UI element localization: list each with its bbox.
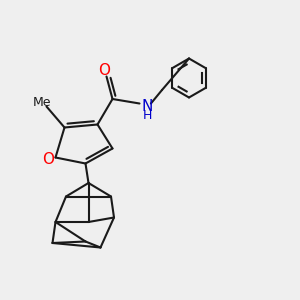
Text: O: O (42, 152, 54, 166)
Text: Me: Me (33, 95, 51, 109)
Text: O: O (98, 63, 110, 78)
Text: N: N (141, 99, 153, 114)
Text: H: H (142, 109, 152, 122)
